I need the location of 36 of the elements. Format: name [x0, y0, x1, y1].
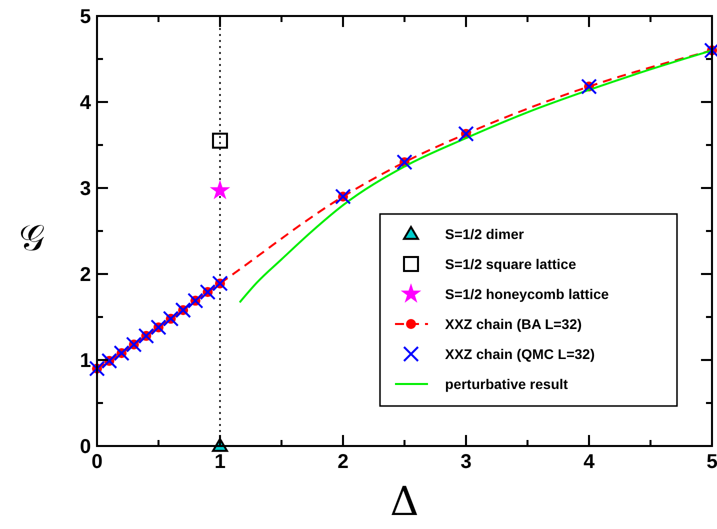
- y-tick-label: 3: [80, 178, 91, 200]
- y-axis-title: 𝒢: [19, 218, 45, 259]
- point: [150, 319, 166, 336]
- point: [581, 78, 597, 95]
- point: [89, 360, 105, 377]
- x-tick-label: 2: [337, 451, 349, 473]
- legend-label: XXZ chain (BA L=32): [445, 316, 582, 332]
- x-tick-label: 5: [706, 451, 717, 473]
- point: [458, 126, 474, 142]
- x-tick-label: 1: [214, 451, 226, 473]
- point: [101, 352, 118, 369]
- y-tick-label: 0: [80, 436, 91, 458]
- point: [212, 132, 228, 149]
- x-tick-label: 3: [460, 451, 472, 473]
- y-tick-label: 1: [80, 350, 91, 372]
- y-tick-label: 2: [80, 264, 91, 286]
- point: [335, 188, 351, 205]
- legend-label: XXZ chain (QMC L=32): [445, 346, 595, 362]
- point: [175, 302, 192, 318]
- legend-label: perturbative result: [445, 376, 568, 392]
- x-tick-label: 4: [583, 451, 596, 473]
- point: [187, 292, 204, 309]
- point: [200, 284, 216, 300]
- x-axis-title: Δ: [390, 479, 419, 525]
- legend-label: S=1/2 honeycomb lattice: [445, 286, 609, 302]
- point: [114, 345, 130, 362]
- legend-label: S=1/2 dimer: [445, 226, 525, 242]
- legend-label: S=1/2 square lattice: [445, 256, 576, 272]
- y-tick-label: 5: [80, 6, 91, 28]
- point: [212, 275, 228, 292]
- point: [210, 180, 230, 200]
- point: [396, 154, 412, 170]
- point: [138, 328, 154, 344]
- point: [162, 310, 179, 327]
- y-tick-label: 4: [80, 92, 92, 114]
- point: [126, 336, 142, 353]
